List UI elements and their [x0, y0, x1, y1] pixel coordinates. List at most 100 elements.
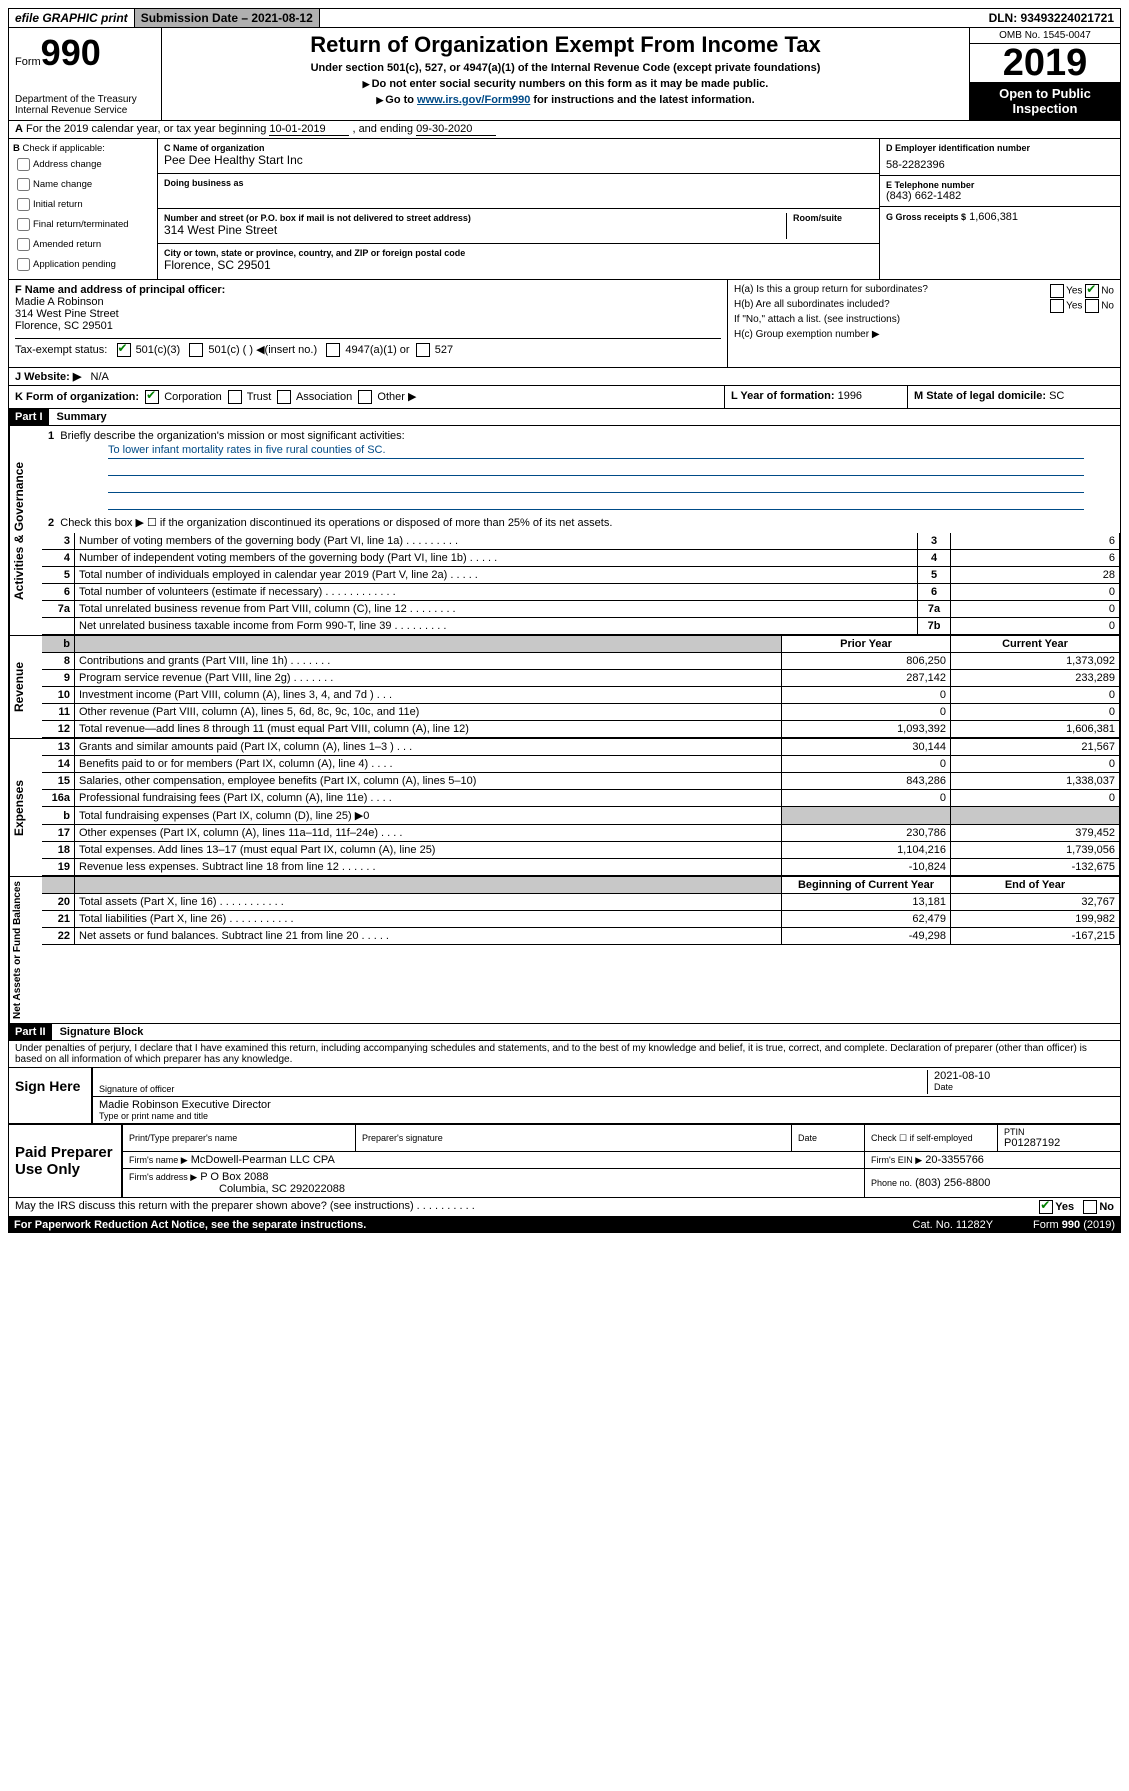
- website-label: J Website: ▶: [15, 371, 81, 383]
- section-bcd: B Check if applicable: Address change Na…: [8, 139, 1121, 280]
- irs-link[interactable]: www.irs.gov/Form990: [417, 94, 530, 106]
- mission-blank-3: [108, 495, 1084, 510]
- discuss-no[interactable]: [1083, 1200, 1097, 1214]
- chk-527[interactable]: [416, 343, 430, 357]
- form-org-label: K Form of organization:: [15, 391, 139, 403]
- note-ssn: Do not enter social security numbers on …: [372, 78, 769, 90]
- ha-no[interactable]: [1085, 284, 1099, 298]
- discuss-yes[interactable]: [1039, 1200, 1053, 1214]
- officer-label: F Name and address of principal officer:: [15, 284, 225, 296]
- chk-4947[interactable]: [326, 343, 340, 357]
- typed-name: Madie Robinson Executive Director: [99, 1099, 1114, 1111]
- phone-value: (843) 662-1482: [886, 190, 1114, 202]
- table-row: 5Total number of individuals employed in…: [42, 567, 1120, 584]
- section-fh: F Name and address of principal officer:…: [8, 280, 1121, 368]
- paperwork-notice: For Paperwork Reduction Act Notice, see …: [14, 1219, 366, 1231]
- tax-year: 2019: [970, 44, 1120, 82]
- chk-address-change[interactable]: Address change: [13, 155, 153, 174]
- revenue-table: bPrior YearCurrent Year 8Contributions a…: [42, 636, 1120, 738]
- side-netassets: Net Assets or Fund Balances: [9, 877, 42, 1023]
- chk-trust[interactable]: [228, 390, 242, 404]
- ein-value: 58-2282396: [886, 159, 1114, 171]
- chk-corporation[interactable]: [145, 390, 159, 404]
- officer-addr1: 314 West Pine Street: [15, 308, 119, 320]
- form-number: Form990: [15, 32, 155, 74]
- paid-preparer-label: Paid Preparer Use Only: [9, 1125, 123, 1198]
- table-row: 21Total liabilities (Part X, line 26) . …: [42, 911, 1120, 928]
- form-subtitle: Under section 501(c), 527, or 4947(a)(1)…: [166, 62, 965, 74]
- arrow-icon: [376, 94, 385, 106]
- city-label: City or town, state or province, country…: [164, 248, 873, 258]
- ein-label: D Employer identification number: [886, 143, 1114, 153]
- form-title: Return of Organization Exempt From Incom…: [166, 32, 965, 58]
- current-year-header: Current Year: [951, 636, 1120, 653]
- ha-yes[interactable]: [1050, 284, 1064, 298]
- q1-label: Briefly describe the organization's miss…: [60, 430, 404, 442]
- arrow-icon: [363, 78, 372, 90]
- end-year-header: End of Year: [951, 877, 1120, 894]
- header-center: Return of Organization Exempt From Incom…: [162, 28, 969, 120]
- form-ref: Form 990 (2019): [1033, 1219, 1115, 1231]
- irs-label: Internal Revenue Service: [15, 105, 155, 116]
- org-address: 314 West Pine Street: [164, 223, 780, 237]
- table-row: 13Grants and similar amounts paid (Part …: [42, 739, 1120, 756]
- table-row: 20Total assets (Part X, line 16) . . . .…: [42, 894, 1120, 911]
- dept-treasury: Department of the Treasury: [15, 94, 155, 105]
- top-bar: efile GRAPHIC print Submission Date – 20…: [8, 8, 1121, 28]
- box-b-title: Check if applicable:: [23, 143, 105, 154]
- mission-blank-2: [108, 478, 1084, 493]
- firm-ein: 20-3355766: [925, 1154, 984, 1166]
- hb-yes[interactable]: [1050, 299, 1064, 313]
- box-h: H(a) Is this a group return for subordin…: [727, 280, 1120, 367]
- box-c: C Name of organization Pee Dee Healthy S…: [158, 139, 879, 279]
- year-formation-label: L Year of formation:: [731, 390, 835, 402]
- efile-label[interactable]: efile GRAPHIC print: [9, 9, 135, 27]
- part1-badge: Part I: [9, 409, 49, 425]
- chk-amended-return[interactable]: Amended return: [13, 235, 153, 254]
- table-row: 12Total revenue—add lines 8 through 11 (…: [42, 721, 1120, 738]
- part1-title: Summary: [49, 409, 115, 425]
- side-revenue: Revenue: [9, 636, 42, 738]
- table-row: 15Salaries, other compensation, employee…: [42, 773, 1120, 790]
- table-row: 7aTotal unrelated business revenue from …: [42, 601, 1120, 618]
- ptin-value: P01287192: [1004, 1137, 1114, 1149]
- row-a-pre: For the 2019 calendar year, or tax year …: [26, 123, 269, 135]
- chk-other[interactable]: [358, 390, 372, 404]
- sig-date: 2021-08-10: [934, 1070, 1114, 1082]
- ha-label: H(a) Is this a group return for subordin…: [734, 284, 928, 295]
- box-f: F Name and address of principal officer:…: [9, 280, 727, 367]
- chk-association[interactable]: [277, 390, 291, 404]
- form-header: Form990 Department of the Treasury Inter…: [8, 28, 1121, 121]
- governance-table: 3Number of voting members of the governi…: [42, 533, 1120, 635]
- open-public: Open to Public Inspection: [970, 82, 1120, 120]
- chk-application-pending[interactable]: Application pending: [13, 255, 153, 274]
- firm-ein-label: Firm's EIN ▶: [871, 1155, 922, 1165]
- firm-name-label: Firm's name ▶: [129, 1155, 188, 1165]
- org-city: Florence, SC 29501: [164, 258, 873, 272]
- firm-addr: P O Box 2088: [200, 1171, 268, 1183]
- side-expenses: Expenses: [9, 739, 42, 876]
- chk-501c-other[interactable]: [189, 343, 203, 357]
- begin-year-header: Beginning of Current Year: [782, 877, 951, 894]
- chk-501c3[interactable]: [117, 343, 131, 357]
- table-row: 14Benefits paid to or for members (Part …: [42, 756, 1120, 773]
- row-k: K Form of organization: Corporation Trus…: [8, 386, 1121, 409]
- box-b: B Check if applicable: Address change Na…: [9, 139, 158, 279]
- signature-block: Sign Here Signature of officer 2021-08-1…: [8, 1068, 1121, 1124]
- prep-sig-label: Preparer's signature: [362, 1133, 785, 1143]
- side-governance: Activities & Governance: [9, 426, 42, 635]
- net-assets-section: Net Assets or Fund Balances Beginning of…: [8, 877, 1121, 1024]
- chk-name-change[interactable]: Name change: [13, 175, 153, 194]
- firm-addr-label: Firm's address ▶: [129, 1172, 197, 1182]
- tax-year-end: 09-30-2020: [416, 123, 496, 136]
- hb-no[interactable]: [1085, 299, 1099, 313]
- discuss-label: May the IRS discuss this return with the…: [15, 1200, 475, 1214]
- table-row: 22Net assets or fund balances. Subtract …: [42, 928, 1120, 945]
- org-name: Pee Dee Healthy Start Inc: [164, 153, 873, 167]
- table-row: 19Revenue less expenses. Subtract line 1…: [42, 859, 1120, 876]
- chk-initial-return[interactable]: Initial return: [13, 195, 153, 214]
- ptin-label: PTIN: [1004, 1127, 1114, 1137]
- submission-date: Submission Date – 2021-08-12: [135, 9, 320, 27]
- expenses-section: Expenses 13Grants and similar amounts pa…: [8, 739, 1121, 877]
- chk-final-return[interactable]: Final return/terminated: [13, 215, 153, 234]
